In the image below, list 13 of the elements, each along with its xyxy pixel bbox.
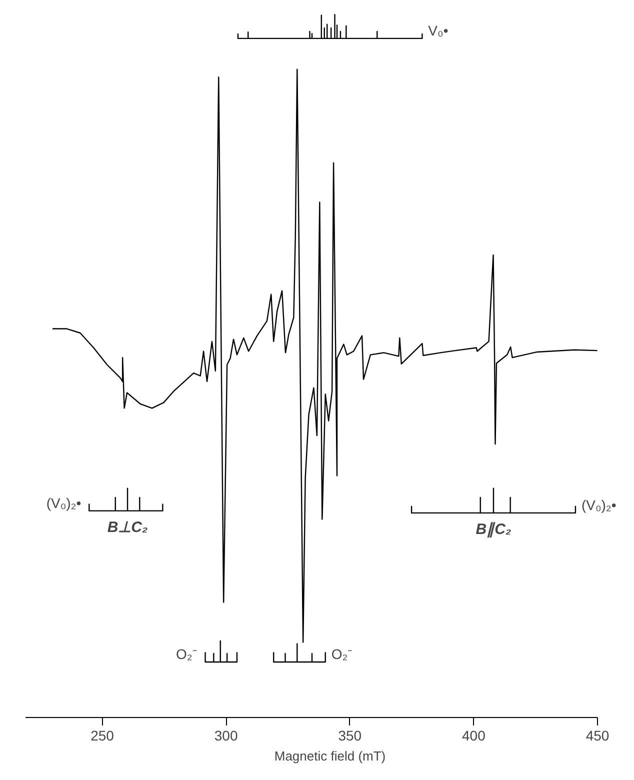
x-tick-label: 350 — [338, 728, 362, 744]
series-label: O₂⁻ — [176, 646, 198, 662]
series-label: O₂⁻ — [331, 646, 353, 662]
x-tick-label: 300 — [214, 728, 238, 744]
series-label: V₀• — [428, 22, 448, 38]
annotation: B∥C₂ — [476, 520, 512, 538]
x-tick-label: 250 — [90, 728, 114, 744]
series-label: (V₀)₂• — [581, 496, 616, 513]
annotation: B⊥C₂ — [107, 518, 148, 536]
series-label: (V₀)₂• — [46, 494, 82, 511]
x-tick-label: 450 — [586, 728, 610, 744]
x-axis-title: Magnetic field (mT) — [274, 748, 386, 764]
x-tick-label: 400 — [462, 728, 486, 744]
